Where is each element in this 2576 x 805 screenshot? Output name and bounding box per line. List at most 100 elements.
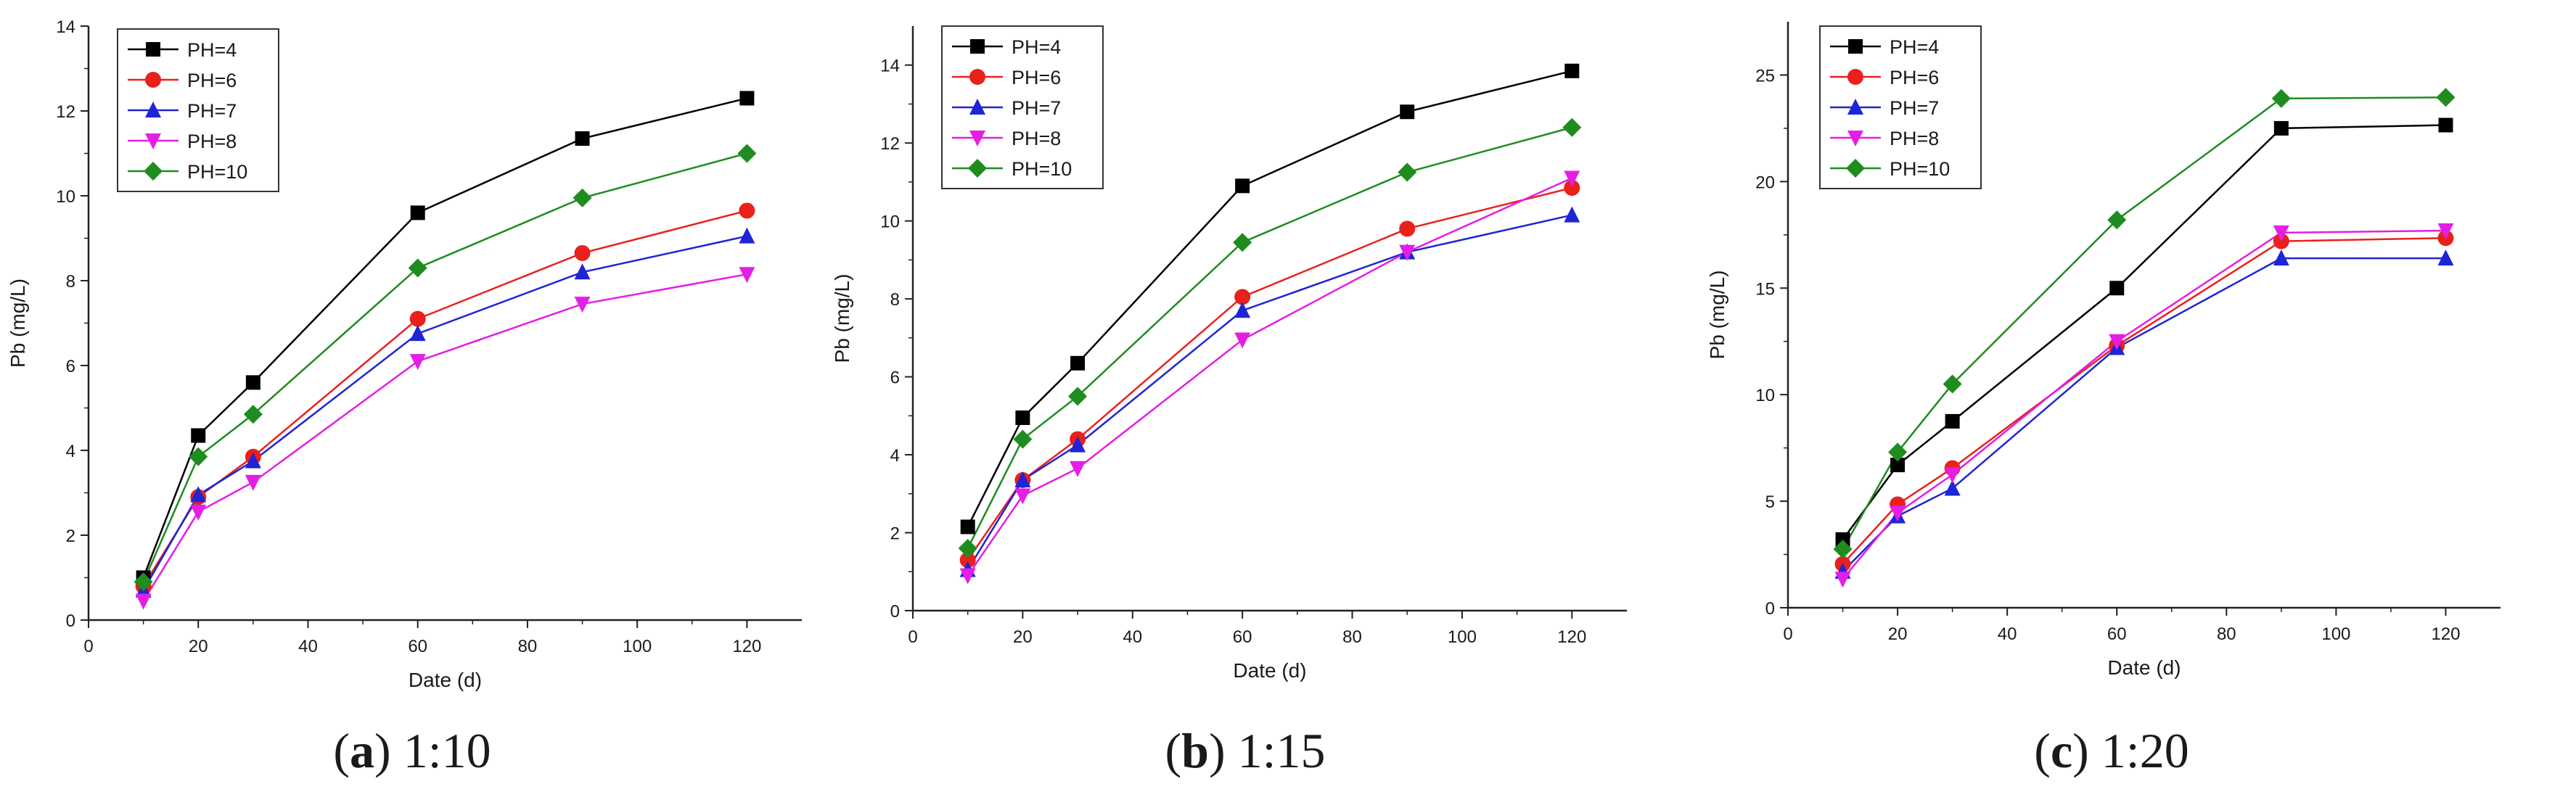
y-tick-label: 25 bbox=[1755, 66, 1775, 86]
legend-marker bbox=[1847, 69, 1863, 85]
data-point bbox=[1070, 436, 1086, 453]
y-axis-title: Pb (mg/L) bbox=[7, 278, 29, 368]
data-point bbox=[243, 405, 263, 424]
caption-close-paren: ) bbox=[1209, 723, 1226, 778]
y-tick-label: 4 bbox=[66, 442, 75, 461]
data-point bbox=[1888, 442, 1908, 462]
caption-ratio: 1:20 bbox=[2089, 723, 2189, 778]
data-point bbox=[573, 188, 592, 207]
y-tick-label: 4 bbox=[890, 446, 900, 466]
x-tick-label: 0 bbox=[1783, 624, 1792, 644]
data-point bbox=[1400, 104, 1415, 120]
data-point bbox=[1835, 532, 1850, 547]
legend-label: PH=6 bbox=[1890, 67, 1939, 88]
series-line bbox=[1842, 229, 2446, 580]
data-point bbox=[1014, 488, 1031, 505]
caption-letter: a bbox=[350, 723, 374, 778]
x-tick-label: 80 bbox=[2217, 624, 2236, 644]
data-point bbox=[408, 258, 427, 278]
caption-ratio: 1:10 bbox=[391, 723, 491, 778]
data-point bbox=[2109, 281, 2125, 296]
x-tick-label: 80 bbox=[518, 637, 538, 656]
data-point bbox=[135, 593, 152, 610]
caption-close-paren: ) bbox=[2072, 723, 2089, 778]
y-tick-label: 10 bbox=[56, 187, 75, 207]
data-point bbox=[134, 572, 153, 592]
data-point bbox=[737, 144, 757, 163]
series-line bbox=[967, 70, 1572, 528]
series-line bbox=[967, 177, 1572, 577]
y-tick-label: 0 bbox=[890, 602, 900, 622]
series-line bbox=[142, 152, 747, 582]
y-tick-label: 2 bbox=[66, 527, 75, 546]
series-line bbox=[142, 210, 747, 587]
series-line bbox=[967, 186, 1572, 561]
data-point bbox=[1233, 233, 1252, 252]
data-point bbox=[1070, 355, 1086, 371]
y-tick-label: 10 bbox=[1755, 386, 1775, 405]
series-line bbox=[967, 126, 1572, 549]
data-point bbox=[1014, 471, 1031, 487]
y-tick-label: 6 bbox=[890, 368, 900, 388]
data-point bbox=[960, 519, 975, 534]
data-point bbox=[959, 568, 976, 585]
y-axis-title: Pb (mg/L) bbox=[1706, 271, 1728, 360]
legend-label: PH=6 bbox=[187, 70, 237, 91]
data-point bbox=[1562, 117, 1582, 137]
legend-label: PH=4 bbox=[1012, 36, 1061, 58]
y-tick-label: 0 bbox=[1765, 599, 1775, 619]
x-tick-label: 20 bbox=[189, 637, 208, 656]
legend-marker bbox=[145, 133, 161, 149]
series-line bbox=[1842, 257, 2446, 572]
data-point bbox=[190, 504, 207, 521]
data-point bbox=[1399, 220, 1416, 237]
caption-open-paren: ( bbox=[333, 723, 350, 778]
data-point bbox=[1943, 374, 1962, 394]
legend-label: PH=4 bbox=[1890, 36, 1939, 58]
x-tick-label: 0 bbox=[908, 627, 917, 647]
data-point bbox=[739, 227, 755, 244]
data-point bbox=[2273, 225, 2289, 242]
caption-open-paren: ( bbox=[1165, 723, 1181, 778]
y-tick-label: 14 bbox=[56, 17, 75, 37]
x-tick-label: 120 bbox=[2431, 624, 2460, 644]
panel-caption: (c) 1:20 bbox=[2034, 723, 2189, 778]
x-tick-label: 40 bbox=[1123, 627, 1142, 647]
legend-label: PH=6 bbox=[1012, 67, 1061, 88]
data-point bbox=[1945, 413, 1960, 429]
x-tick-label: 100 bbox=[1448, 627, 1477, 647]
y-tick-label: 14 bbox=[880, 57, 900, 76]
y-tick-label: 8 bbox=[890, 290, 900, 310]
data-point bbox=[2107, 210, 2127, 230]
legend-marker bbox=[1847, 131, 1863, 146]
data-point bbox=[245, 474, 261, 491]
chart-panel-c: 0 20 40 60 80 100 120 0 5 10 15 20 25 Date (d) Pb (mg/… bbox=[1706, 22, 2501, 778]
data-point bbox=[739, 91, 755, 106]
legend-label: PH=10 bbox=[1012, 158, 1072, 180]
y-tick-label: 15 bbox=[1755, 279, 1775, 299]
caption-close-paren: ) bbox=[374, 723, 391, 778]
data-point bbox=[2273, 249, 2289, 266]
data-point bbox=[1834, 571, 1851, 588]
data-point bbox=[1833, 540, 1853, 559]
data-point bbox=[1013, 429, 1033, 449]
data-point bbox=[190, 486, 207, 503]
legend-label: PH=8 bbox=[187, 131, 237, 152]
data-point bbox=[1234, 332, 1251, 349]
y-tick-label: 5 bbox=[1765, 492, 1775, 512]
series-line bbox=[142, 97, 747, 578]
data-point bbox=[1944, 467, 1961, 484]
data-point bbox=[1235, 178, 1250, 194]
data-point bbox=[574, 263, 591, 280]
data-point bbox=[574, 297, 591, 313]
data-point bbox=[1944, 479, 1961, 496]
data-point bbox=[958, 539, 977, 558]
caption-letter: b bbox=[1181, 723, 1209, 778]
data-point bbox=[574, 244, 591, 261]
caption-letter: c bbox=[2051, 723, 2072, 778]
y-tick-label: 12 bbox=[880, 134, 900, 154]
x-tick-label: 120 bbox=[732, 637, 761, 656]
x-tick-label: 40 bbox=[1998, 624, 2017, 644]
legend-marker bbox=[968, 159, 987, 178]
y-tick-label: 2 bbox=[890, 524, 900, 544]
